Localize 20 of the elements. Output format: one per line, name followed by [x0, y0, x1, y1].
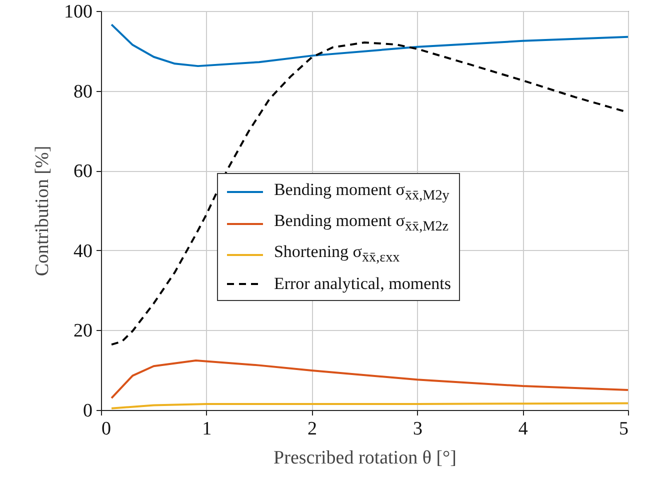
y-tick-label: 60 — [74, 161, 92, 182]
y-tick-label: 80 — [74, 81, 92, 102]
x-tick-label: 1 — [202, 418, 212, 440]
y-tick-label: 20 — [74, 320, 92, 342]
y-tick-label: 40 — [74, 240, 92, 262]
x-tick-label: 5 — [619, 418, 628, 440]
legend-label: Bending moment σ$_{x̄x̄,M2z}$ — [274, 210, 449, 236]
y-tick-label: 0 — [83, 400, 92, 422]
legend-label: Shortening σ$_{x̄x̄,εxx}$ — [274, 241, 400, 268]
y-tick-label: 100 — [64, 2, 92, 22]
line-series — [110, 360, 628, 400]
line-series — [110, 24, 628, 68]
x-tick-label: 2 — [308, 418, 318, 440]
x-axis-title: Prescribed rotation θ [°] — [274, 448, 456, 468]
y-axis-title: Contribution [%] — [32, 146, 53, 276]
legend-label: Error analytical, moments — [274, 272, 451, 295]
x-tick-label: 0 — [102, 418, 111, 440]
legend-label: Bending moment σ$_{x̄x̄,M2y}$ — [274, 178, 450, 205]
x-tick-label: 3 — [412, 418, 422, 440]
x-tick-label: 4 — [518, 418, 528, 440]
